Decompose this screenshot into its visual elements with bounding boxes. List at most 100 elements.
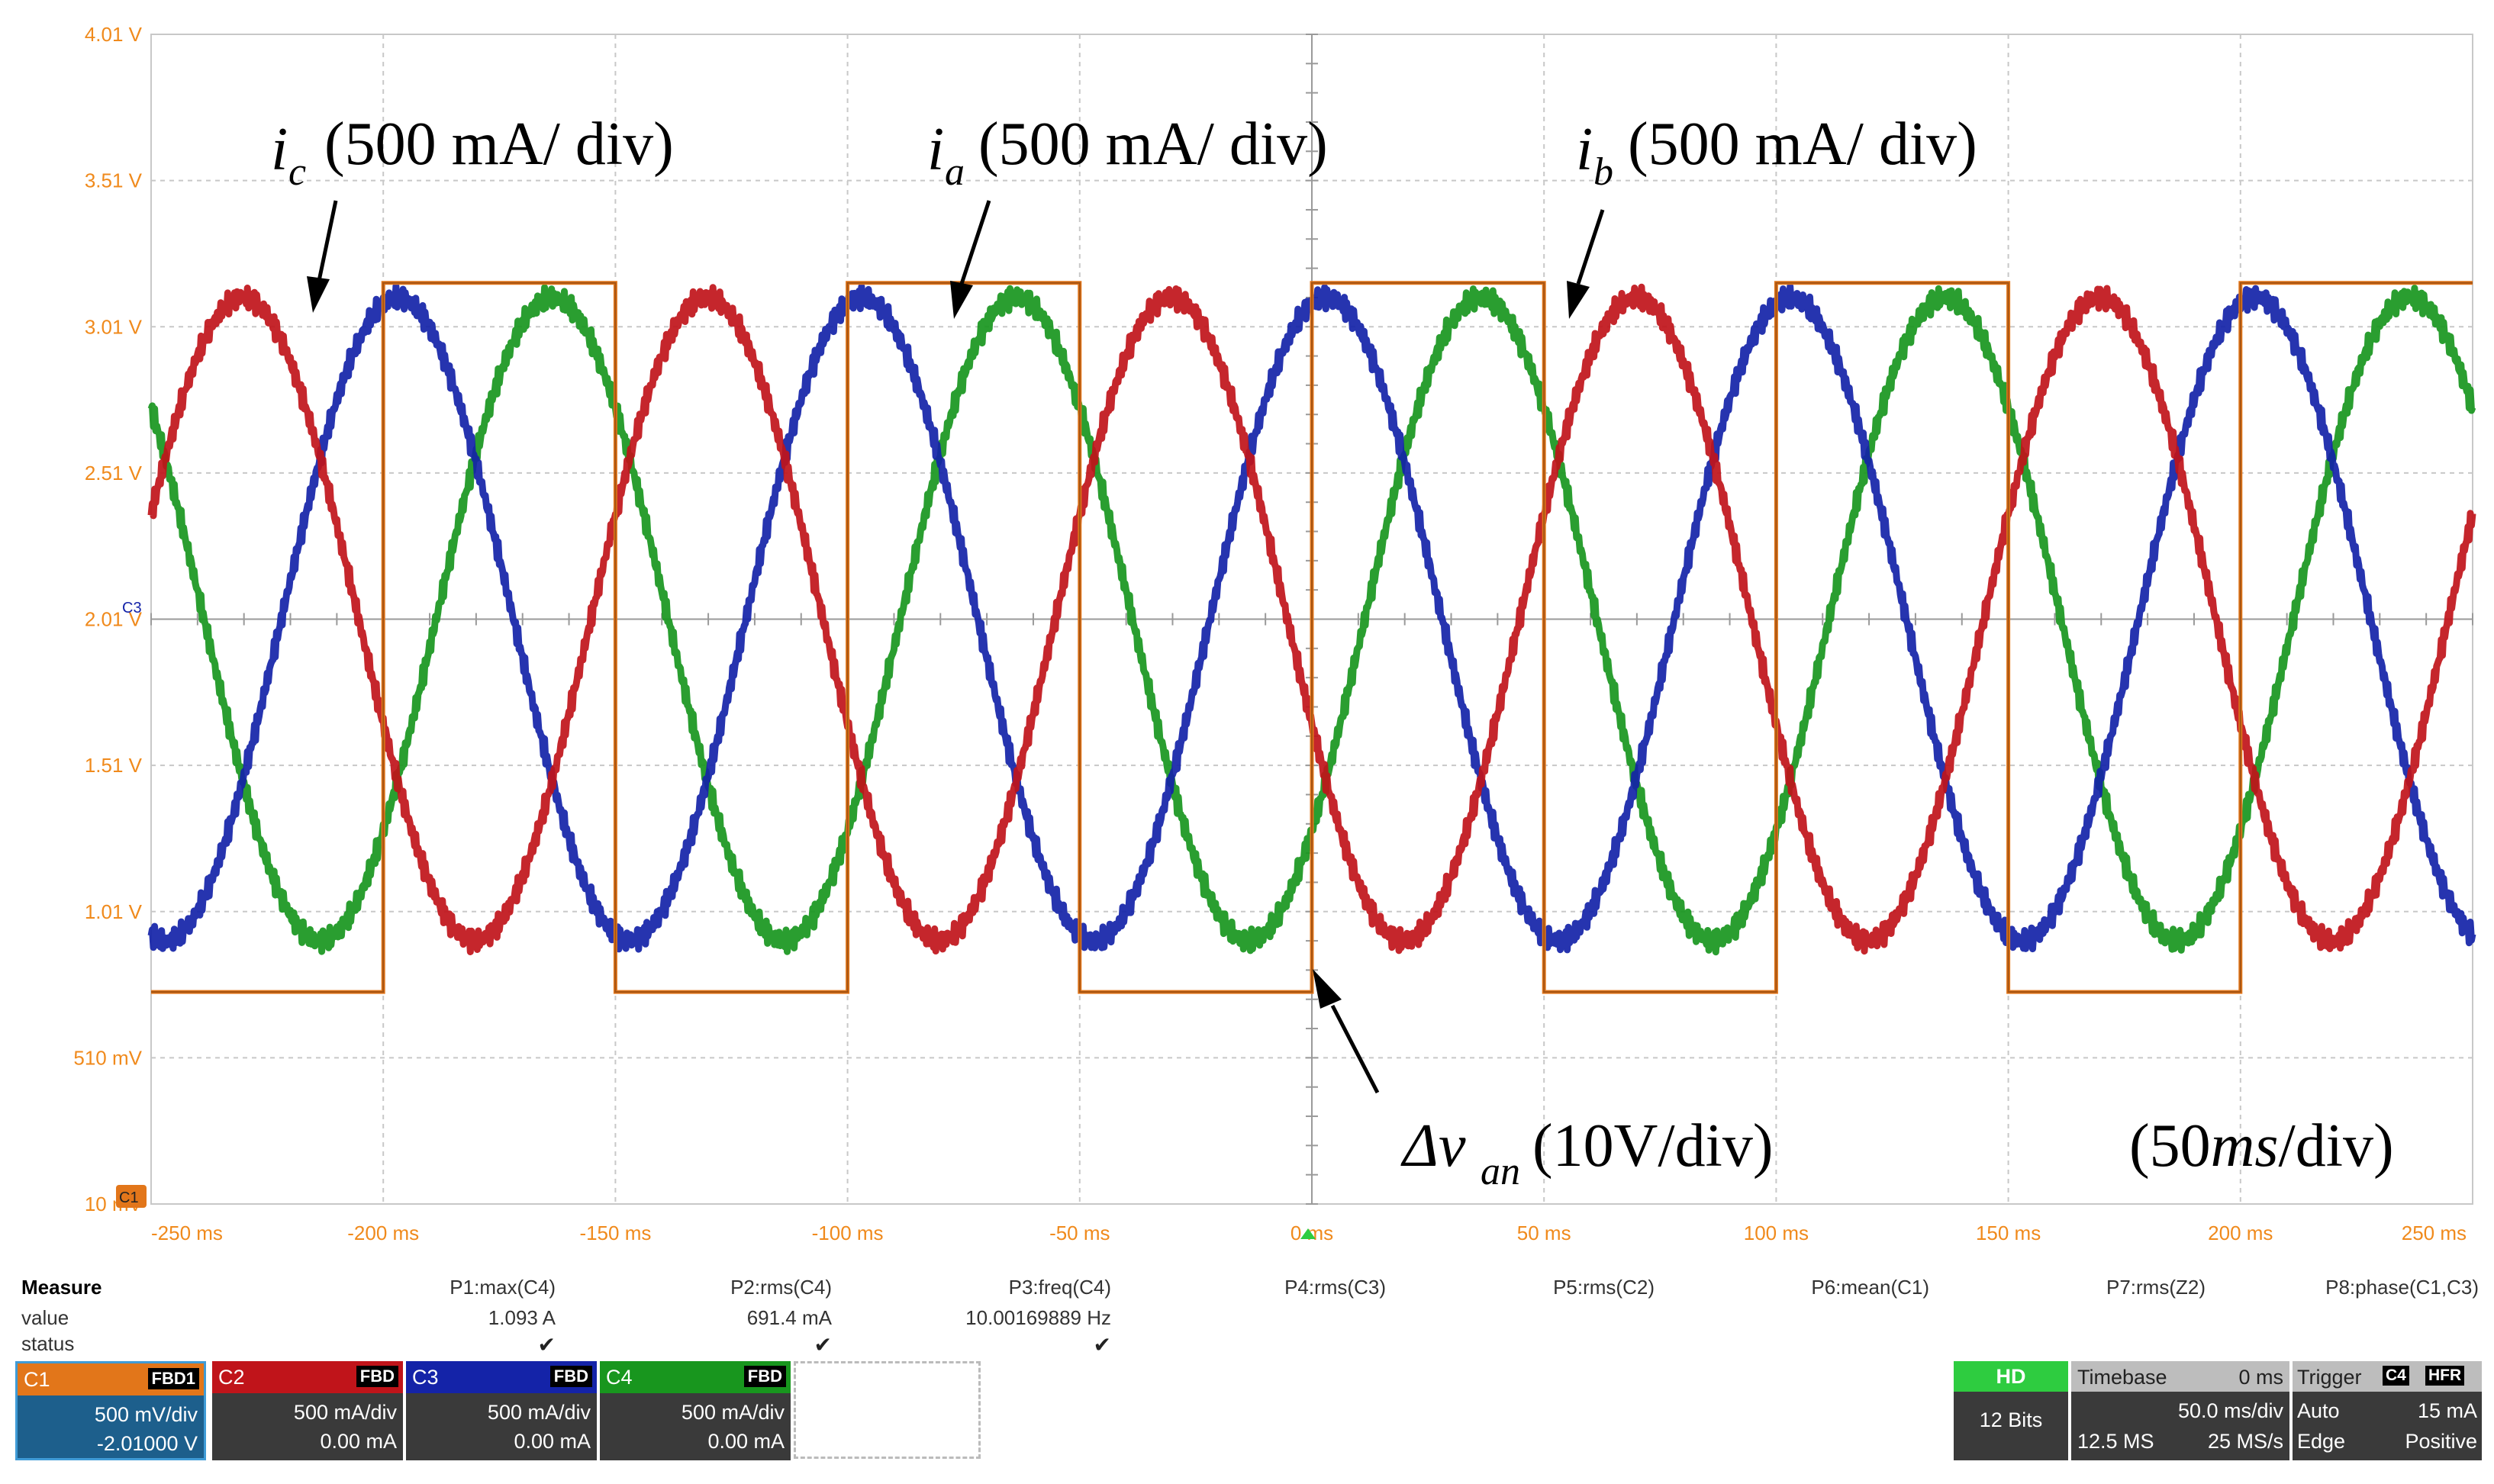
c3-flags: FBD: [549, 1366, 592, 1387]
trigger-type: Edge: [2297, 1430, 2346, 1453]
x-tick-label: 200 ms: [2208, 1222, 2273, 1244]
x-tick-label: -50 ms: [1049, 1222, 1110, 1244]
hd-label: HD: [1954, 1361, 2068, 1392]
ia-subscript: a: [945, 150, 965, 194]
status-check-p2: ✔: [814, 1333, 832, 1357]
trigger-level: 15 mA: [2417, 1399, 2477, 1422]
c1-offset-marker-box: [116, 1185, 147, 1208]
annotation-ib: i b (500 mA/ div): [1567, 111, 1977, 319]
ib-arrow: [1576, 209, 1605, 285]
ic-arrow: [317, 200, 338, 282]
param-name-p3[interactable]: P3:freq(C4): [1008, 1276, 1111, 1299]
y-tick-label: 1.01 V: [85, 900, 143, 923]
annotation-van: Δv an (10V/div): [1313, 969, 1774, 1193]
y-tick-label: 3.01 V: [85, 315, 143, 338]
channel-c2-descriptor[interactable]: C2 FBD 500 mA/div 0.00 mA: [212, 1361, 403, 1460]
param-name-p1[interactable]: P1:max(C4): [450, 1276, 556, 1299]
c3-offset: 0.00 mA: [514, 1430, 591, 1453]
x-tick-label: -150 ms: [579, 1222, 651, 1244]
c3-scale: 500 mA/div: [487, 1401, 591, 1424]
trigger-hfr: HFR: [2425, 1366, 2465, 1386]
trigger-header: Trigger C4 HFR: [2293, 1361, 2482, 1392]
van-scale: (10V/div): [1532, 1112, 1774, 1180]
channel-c3-descriptor[interactable]: C3 FBD 500 mA/div 0.00 mA: [406, 1361, 597, 1460]
y-tick-label: 2.51 V: [85, 462, 143, 484]
timescale-prefix: (50: [2129, 1112, 2211, 1180]
x-tick-label: 100 ms: [1744, 1222, 1809, 1244]
van-symbol: Δv: [1400, 1112, 1466, 1180]
param-name-p7[interactable]: P7:rms(Z2): [2106, 1276, 2206, 1299]
van-arrow: [1330, 1004, 1380, 1094]
c1-header: C1 FBD1: [18, 1363, 204, 1395]
trigger-panel[interactable]: Trigger C4 HFR Auto 15 mA Edge Positive: [2293, 1361, 2482, 1460]
timebase-scale: 50.0 ms/div: [2177, 1399, 2283, 1422]
ia-scale: (500 mA/ div): [978, 111, 1328, 178]
measure-value-row: value 1.093 A 691.4 mA 10.00169889 Hz: [0, 1306, 2494, 1332]
ia-arrowhead: [950, 281, 973, 319]
x-axis-tick-labels: -250 ms -200 ms -150 ms -100 ms -50 ms 0 ms 50…: [151, 1222, 2467, 1244]
ic-subscript: c: [288, 150, 306, 194]
timebase-rate: 25 MS/s: [2207, 1430, 2283, 1453]
c2-header: C2 FBD: [212, 1361, 403, 1393]
annotation-ic: i c (500 mA/ div): [271, 111, 674, 313]
x-tick-label: 0 ms: [1290, 1222, 1333, 1244]
status-check-p3: ✔: [1093, 1333, 1111, 1357]
param-name-p6[interactable]: P6:mean(C1): [1811, 1276, 1929, 1299]
trigger-label: Trigger: [2297, 1366, 2362, 1389]
add-channel-slot[interactable]: [794, 1361, 981, 1459]
van-arrowhead: [1313, 969, 1342, 1009]
ia-symbol: i: [927, 116, 944, 183]
param-value-p1: 1.093 A: [488, 1306, 556, 1329]
ib-scale: (500 mA/ div): [1628, 111, 1977, 178]
param-name-p4[interactable]: P4:rms(C3): [1284, 1276, 1386, 1299]
c1-name: C1: [24, 1368, 50, 1391]
trace-c1-core: [151, 282, 2473, 993]
y-tick-label: 510 mV: [73, 1046, 142, 1069]
timescale-unit: ms: [2211, 1112, 2279, 1180]
param-name-p5[interactable]: P5:rms(C2): [1553, 1276, 1655, 1299]
ic-symbol: i: [271, 116, 288, 183]
measure-status-row: status ✔ ✔ ✔: [0, 1332, 2494, 1358]
channel-c1-descriptor[interactable]: C1 FBD1 500 mV/div -2.01000 V: [15, 1361, 206, 1460]
param-value-p3: 10.00169889 Hz: [965, 1306, 1111, 1329]
ib-arrowhead: [1567, 281, 1590, 319]
c1-scale: 500 mV/div: [94, 1403, 198, 1426]
timebase-panel[interactable]: Timebase 0 ms 50.0 ms/div 12.5 MS 25 MS/…: [2071, 1361, 2289, 1460]
measure-panel: Measure P1:max(C4) P2:rms(C4) P3:freq(C4…: [0, 1267, 2494, 1484]
hd-panel[interactable]: HD 12 Bits: [1954, 1361, 2068, 1460]
status-check-p1: ✔: [537, 1333, 556, 1357]
timebase-samples: 12.5 MS: [2077, 1430, 2154, 1453]
y-tick-label: 4.01 V: [85, 23, 143, 46]
x-tick-label: 50 ms: [1517, 1222, 1571, 1244]
param-name-p8[interactable]: P8:phase(C1,C3): [2325, 1276, 2479, 1299]
c4-scale: 500 mA/div: [681, 1401, 785, 1424]
c2-offset: 0.00 mA: [320, 1430, 397, 1453]
svg-text:(50ms/div): (50ms/div): [2129, 1112, 2394, 1180]
y-tick-label: 3.51 V: [85, 169, 143, 192]
y-tick-label: 2.01 V: [85, 608, 143, 631]
y-axis-tick-labels: 4.01 V 3.51 V 3.01 V 2.51 V 2.01 V 1.51 V 1.01…: [73, 23, 142, 1215]
x-tick-label: 250 ms: [2402, 1222, 2467, 1244]
trigger-position-marker: [1300, 1228, 1316, 1239]
x-tick-label: 150 ms: [1976, 1222, 2041, 1244]
ib-symbol: i: [1576, 116, 1593, 183]
c3-offset-marker: C3: [122, 600, 142, 616]
c3-name: C3: [412, 1366, 439, 1389]
trigger-source: C4: [2383, 1366, 2409, 1386]
timebase-label: Timebase: [2077, 1366, 2167, 1389]
channel-c4-descriptor[interactable]: C4 FBD 500 mA/div 0.00 mA: [600, 1361, 791, 1460]
measure-header-row: Measure P1:max(C4) P2:rms(C4) P3:freq(C4…: [0, 1276, 2494, 1302]
trigger-mode: Auto: [2297, 1399, 2340, 1422]
c4-name: C4: [606, 1366, 633, 1389]
ia-arrow: [959, 200, 991, 285]
c2-name: C2: [218, 1366, 245, 1389]
waveform-traces: [147, 281, 2476, 994]
annotations: i c (500 mA/ div) i a (500 mA/ div) i b …: [271, 111, 2394, 1193]
timebase-delay: 0 ms: [2238, 1366, 2283, 1389]
c3-header: C3 FBD: [406, 1361, 597, 1393]
c2-scale: 500 mA/div: [293, 1401, 397, 1424]
param-name-p2[interactable]: P2:rms(C4): [730, 1276, 832, 1299]
param-value-p2: 691.4 mA: [746, 1306, 832, 1329]
value-row-label: value: [21, 1306, 69, 1329]
